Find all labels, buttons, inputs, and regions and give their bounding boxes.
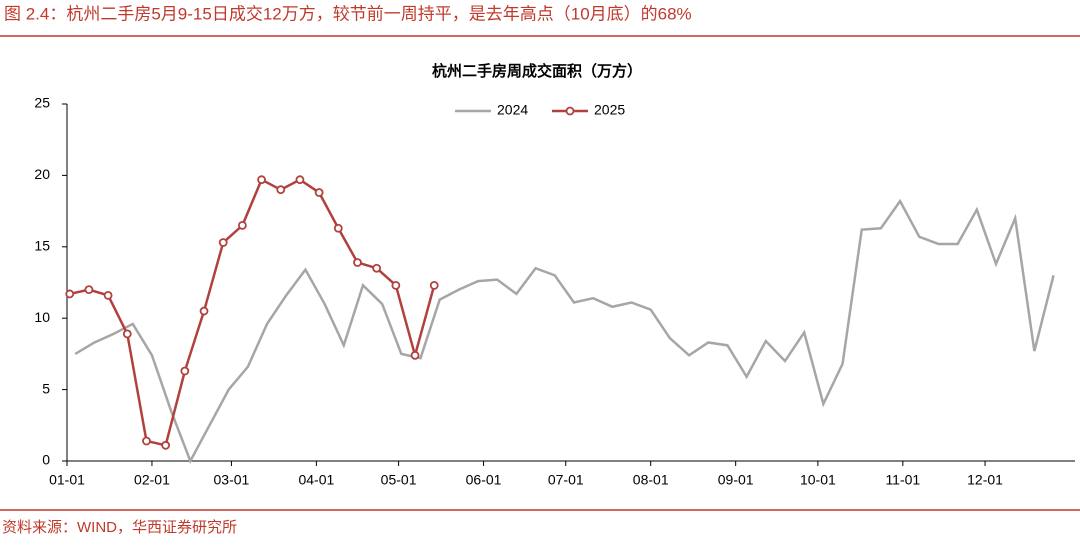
y-tick-label: 25 (34, 95, 50, 111)
point (103, 290, 113, 300)
point (199, 306, 209, 316)
point (372, 263, 382, 273)
series-line (74, 198, 1055, 464)
y-tick-label: 5 (42, 380, 50, 396)
x-tick-label: 04-01 (298, 472, 334, 488)
point (142, 436, 151, 446)
point (391, 280, 401, 290)
x-tick-label: 11-01 (885, 472, 920, 488)
point (333, 223, 343, 233)
point (161, 440, 171, 450)
x-tick-label: 05-01 (381, 472, 417, 488)
point (429, 280, 439, 290)
point (295, 175, 305, 185)
x-tick-label: 01-01 (49, 472, 85, 488)
x-tick-label: 10-01 (800, 472, 836, 488)
point (257, 175, 266, 185)
y-tick-label: 10 (34, 309, 50, 325)
legend-marker (565, 106, 575, 116)
y-tick-label: 0 (42, 452, 50, 468)
point (237, 220, 247, 230)
x-tick-label: 07-01 (548, 472, 584, 488)
source-note: 资料来源：WIND，华西证券研究所 (2, 519, 237, 536)
point (314, 188, 324, 197)
x-tick-label: 06-01 (466, 472, 502, 488)
point (353, 258, 362, 267)
legend-label: 2024 (497, 102, 528, 118)
legend-label: 2025 (594, 102, 625, 118)
x-tick-label: 08-01 (633, 472, 669, 488)
x-tick-label: 12-01 (967, 472, 1003, 488)
x-tick-label: 09-01 (718, 472, 754, 488)
point (410, 350, 420, 360)
figure-title: 图 2.4：杭州二手房5月9-15日成交12万方，较节前一周持平，是去年高点（1… (4, 4, 692, 23)
point (180, 366, 190, 376)
y-tick-label: 15 (34, 238, 50, 254)
point (84, 285, 94, 295)
point (276, 185, 286, 195)
chart-title: 杭州二手房周成交面积（万方） (432, 62, 642, 80)
point (65, 289, 75, 299)
x-tick-label: 02-01 (134, 472, 170, 488)
point (122, 329, 132, 339)
point (218, 238, 228, 247)
y-tick-label: 20 (34, 166, 50, 182)
series-line (69, 177, 436, 447)
x-tick-label: 03-01 (214, 472, 250, 488)
